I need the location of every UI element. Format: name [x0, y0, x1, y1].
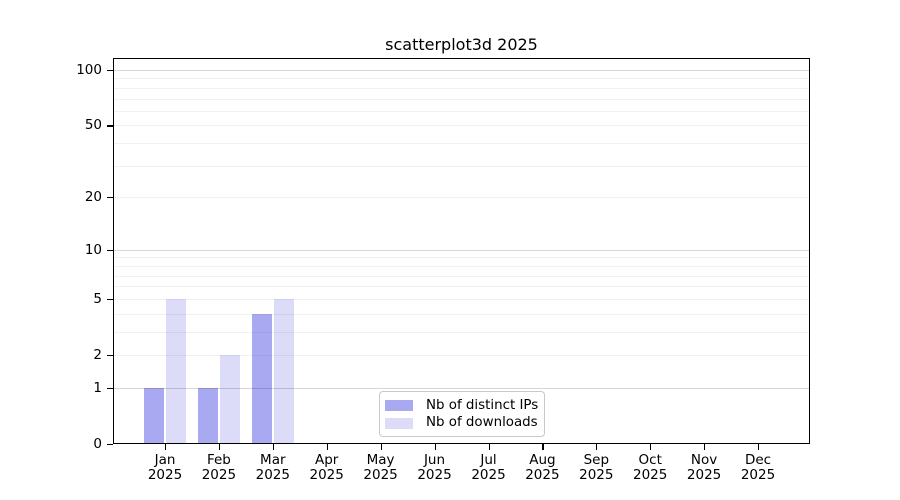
gridline-minor: [113, 165, 810, 167]
x-tick-label: Dec 2025: [740, 452, 776, 483]
x-tick: [272, 444, 274, 450]
y-tick-label: 5: [93, 290, 102, 307]
x-tick-label: Jun 2025: [417, 452, 452, 483]
x-tick: [596, 444, 598, 450]
gridline-minor: [113, 197, 810, 199]
y-tick: [107, 298, 113, 300]
gridline-minor: [113, 265, 810, 267]
y-tick-label: 50: [84, 117, 102, 134]
legend-label: Nb of distinct IPs: [426, 397, 539, 413]
gridline-minor: [113, 275, 810, 277]
y-tick: [107, 387, 113, 389]
gridline-minor: [113, 331, 810, 333]
gridline-minor: [113, 298, 810, 300]
x-tick-label: Sep 2025: [579, 452, 614, 483]
x-tick: [380, 444, 382, 450]
bar-downloads: [219, 355, 240, 444]
gridline-minor: [113, 355, 810, 356]
bar-downloads: [166, 298, 186, 444]
x-tick-label: May 2025: [363, 452, 398, 483]
x-tick: [218, 444, 221, 450]
x-tick: [542, 444, 544, 450]
x-tick: [704, 444, 706, 450]
y-tick: [107, 70, 113, 72]
x-tick: [326, 444, 328, 450]
x-tick-label: Mar 2025: [255, 452, 290, 483]
x-tick: [434, 444, 436, 450]
plot-area: [113, 58, 810, 444]
x-tick-label: Nov 2025: [686, 452, 722, 483]
y-tick-label: 0: [93, 436, 102, 452]
gridline-major: [113, 249, 810, 251]
x-tick-label: Jan 2025: [147, 452, 183, 483]
x-tick: [165, 444, 167, 450]
gridline-major: [113, 70, 810, 71]
gridline-minor: [113, 125, 810, 127]
y-tick: [107, 249, 113, 251]
x-tick: [488, 444, 490, 450]
gridline-minor: [113, 313, 810, 315]
y-tick-label: 10: [84, 241, 102, 258]
gridline-minor: [113, 87, 810, 89]
x-tick-label: Feb 2025: [201, 452, 237, 483]
x-tick: [758, 444, 760, 450]
y-tick-label: 1: [93, 379, 102, 396]
legend-swatch: [385, 400, 413, 412]
gridline-minor: [113, 78, 810, 80]
gridline-minor: [113, 110, 810, 112]
y-tick: [107, 444, 113, 446]
x-tick-label: Oct 2025: [633, 452, 668, 483]
x-tick-label: Jul 2025: [471, 452, 506, 483]
legend-entry: Nb of downloads: [385, 415, 538, 433]
gridline-minor: [113, 257, 810, 259]
y-tick-label: 2: [93, 347, 102, 363]
y-tick-label: 100: [76, 62, 102, 78]
chart-title: scatterplot3d 2025: [385, 35, 538, 54]
bar-distinct-ips: [144, 387, 164, 444]
y-tick: [107, 197, 113, 199]
x-tick-label: Apr 2025: [309, 452, 344, 483]
x-tick-label: Aug 2025: [525, 452, 560, 483]
legend-entry: Nb of distinct IPs: [385, 397, 539, 415]
gridline-major: [113, 387, 810, 389]
x-tick: [650, 444, 652, 450]
gridline-minor: [113, 98, 810, 100]
y-tick-label: 20: [84, 189, 102, 206]
y-tick: [107, 355, 113, 357]
bar-downloads: [273, 298, 294, 444]
gridline-minor: [113, 286, 810, 288]
legend: Nb of distinct IPs Nb of downloads: [379, 391, 545, 437]
legend-label: Nb of downloads: [426, 415, 538, 431]
bar-distinct-ips: [251, 313, 272, 444]
gridline-minor: [113, 143, 810, 145]
legend-swatch: [385, 417, 413, 429]
y-tick: [107, 125, 113, 127]
bar-distinct-ips: [197, 387, 218, 444]
